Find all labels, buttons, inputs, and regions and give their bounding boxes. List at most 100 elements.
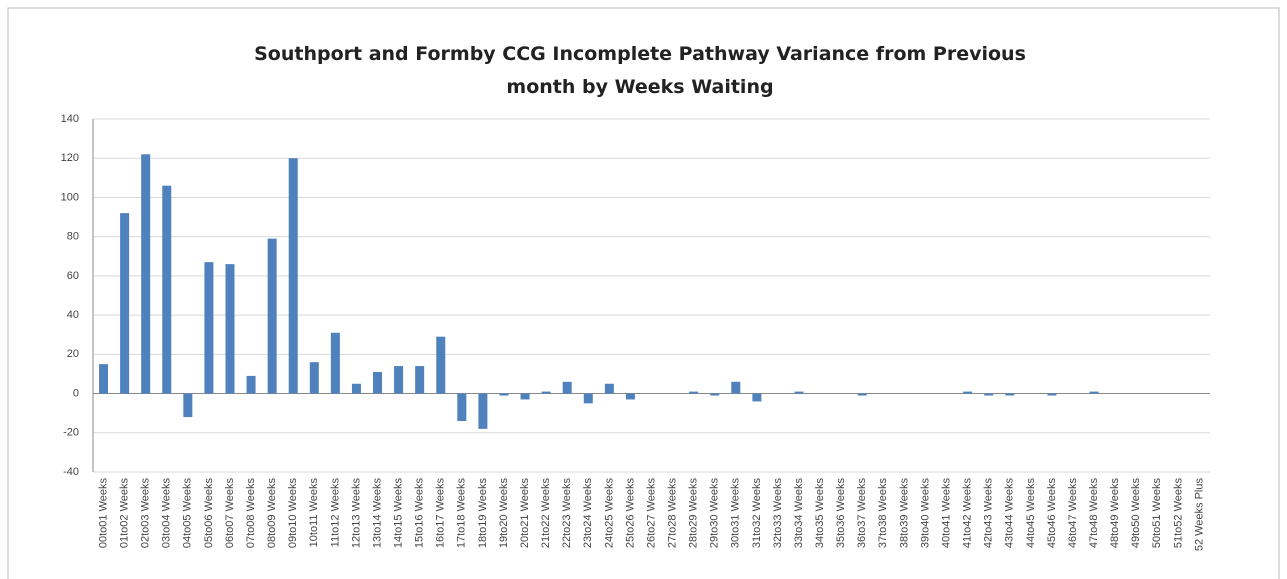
- x-tick-label: 49to50 Weeks: [1130, 478, 1142, 549]
- x-tick-label: 00to01 Weeks: [97, 478, 109, 549]
- x-tick-label: 01to02 Weeks: [119, 478, 131, 549]
- x-tick-label: 03to04 Weeks: [161, 478, 173, 549]
- bar: [288, 158, 298, 394]
- x-tick-label: 04to05 Weeks: [182, 478, 194, 549]
- bar: [99, 364, 109, 394]
- bar: [436, 336, 446, 394]
- x-tick-label: 42to43 Weeks: [983, 478, 995, 549]
- x-tick-label: 50to51 Weeks: [1151, 478, 1163, 549]
- bar: [373, 371, 383, 394]
- x-tick-label: 02to03 Weeks: [140, 478, 152, 549]
- x-tick-label: 25to26 Weeks: [624, 478, 636, 549]
- bar: [520, 393, 530, 400]
- y-tick-label: 40: [67, 309, 79, 321]
- x-tick-label: 52 Weeks Plus: [1193, 478, 1205, 552]
- bar: [267, 238, 277, 394]
- x-tick-label: 06to07 Weeks: [224, 478, 236, 549]
- x-tick-label: 29to30 Weeks: [709, 478, 721, 549]
- bar: [794, 391, 804, 394]
- x-tick-label: 18to19 Weeks: [477, 478, 489, 549]
- x-tick-label: 32to33 Weeks: [772, 478, 784, 549]
- x-tick-label: 48to49 Weeks: [1109, 478, 1121, 549]
- x-tick-label: 35to36 Weeks: [835, 478, 847, 549]
- x-tick-label: 16to17 Weeks: [435, 478, 447, 549]
- x-tick-label: 22to23 Weeks: [561, 478, 573, 549]
- x-tick-label: 12to13 Weeks: [350, 478, 362, 549]
- x-tick-label: 08to09 Weeks: [266, 478, 278, 549]
- x-tick-label: 46to47 Weeks: [1067, 478, 1079, 549]
- bar: [415, 366, 425, 394]
- bar: [141, 154, 151, 394]
- y-tick-label: 60: [67, 270, 79, 282]
- chart-title: Southport and Formby CCG Incomplete Path…: [254, 43, 1026, 98]
- x-tick-label: 20to21 Weeks: [519, 478, 531, 549]
- bar: [478, 393, 488, 429]
- bar: [330, 332, 340, 394]
- x-tick-label: 44to45 Weeks: [1025, 478, 1037, 549]
- bar: [857, 393, 867, 396]
- chart-frame: [7, 7, 1280, 579]
- y-tick-label: 100: [61, 191, 79, 203]
- x-tick-label: 23to24 Weeks: [582, 478, 594, 549]
- y-tick-label: -20: [63, 427, 79, 439]
- x-tick-label: 30to31 Weeks: [730, 478, 742, 549]
- bar: [562, 381, 572, 394]
- bar: [162, 185, 172, 394]
- x-tick-label: 43to44 Weeks: [1004, 478, 1016, 549]
- bar: [1005, 393, 1015, 396]
- bar: [689, 391, 699, 394]
- y-tick-label: 0: [73, 387, 79, 399]
- y-tick-label: -40: [63, 466, 79, 478]
- x-tick-label: 09to10 Weeks: [287, 478, 299, 549]
- y-tick-label: 140: [61, 113, 79, 125]
- bar: [499, 393, 509, 396]
- x-tick-label: 10to11 Weeks: [308, 478, 320, 548]
- bar: [984, 393, 994, 396]
- x-tick-label: 17to18 Weeks: [456, 478, 468, 549]
- x-tick-label: 39to40 Weeks: [919, 478, 931, 549]
- bar: [1089, 391, 1099, 394]
- x-tick-label: 34to35 Weeks: [814, 478, 826, 549]
- x-tick-label: 21to22 Weeks: [540, 478, 552, 549]
- x-tick-label: 27to28 Weeks: [666, 478, 678, 549]
- bar: [963, 391, 973, 394]
- bar: [625, 393, 635, 400]
- bar: [246, 375, 256, 394]
- y-tick-label: 80: [67, 231, 79, 243]
- x-tick-label: 14to15 Weeks: [393, 478, 405, 549]
- x-tick-label: 41to42 Weeks: [962, 478, 974, 549]
- x-tick-label: 15to16 Weeks: [414, 478, 426, 549]
- bar: [1047, 393, 1057, 396]
- bar: [710, 393, 720, 396]
- x-tick-label: 19to20 Weeks: [498, 478, 510, 549]
- bar: [351, 383, 361, 394]
- bar: [120, 213, 130, 394]
- bar: [204, 262, 214, 394]
- x-tick-label: 37to38 Weeks: [877, 478, 889, 549]
- x-tick-label: 45to46 Weeks: [1046, 478, 1058, 549]
- x-tick-label: 38to39 Weeks: [898, 478, 910, 549]
- bar: [604, 383, 614, 394]
- x-tick-label: 36to37 Weeks: [856, 478, 868, 549]
- x-tick-label: 13to14 Weeks: [371, 478, 383, 549]
- x-tick-label: 11to12 Weeks: [329, 478, 341, 548]
- bar: [583, 393, 593, 404]
- y-tick-label: 20: [67, 348, 79, 360]
- bar: [309, 362, 319, 394]
- x-tick-label: 24to25 Weeks: [603, 478, 615, 549]
- x-tick-label: 51to52 Weeks: [1172, 478, 1184, 549]
- x-tick-label: 26to27 Weeks: [645, 478, 657, 549]
- x-tick-label: 31to32 Weeks: [751, 478, 763, 549]
- bar: [225, 264, 235, 394]
- bar: [731, 381, 741, 394]
- x-tick-label: 40to41 Weeks: [940, 478, 952, 549]
- x-tick-label: 05to06 Weeks: [203, 478, 215, 549]
- bar: [541, 391, 551, 394]
- bar: [457, 393, 467, 422]
- bar: [183, 393, 193, 418]
- x-tick-label: 47to48 Weeks: [1088, 478, 1100, 549]
- bar: [752, 393, 762, 402]
- x-tick-label: 07to08 Weeks: [245, 478, 257, 549]
